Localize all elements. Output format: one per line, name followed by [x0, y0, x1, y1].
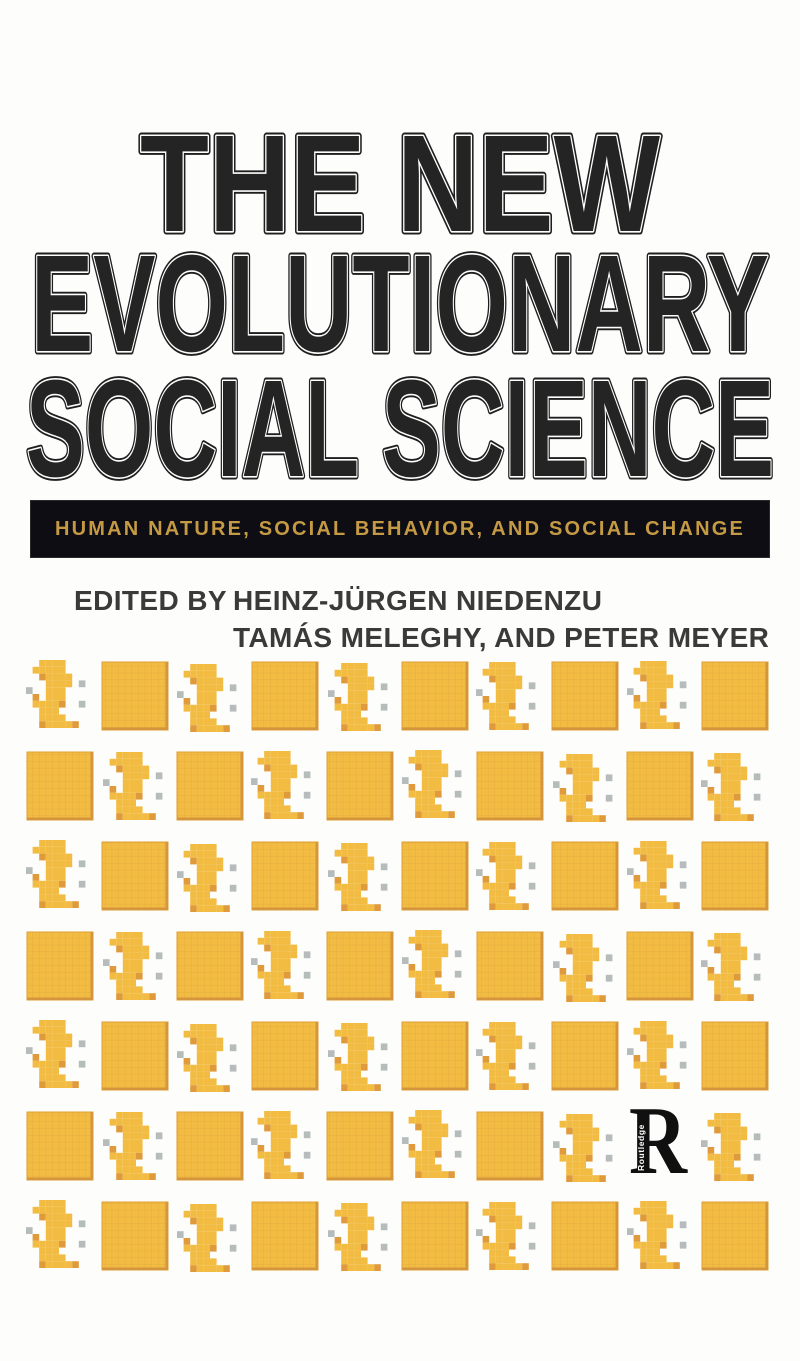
pattern-tile-square — [176, 1111, 244, 1181]
pattern-tile-figure — [177, 1024, 237, 1092]
pattern-tile-figure — [103, 932, 163, 1000]
publisher-logo: R Routledge — [629, 1087, 699, 1195]
pattern-tile-figure — [177, 664, 237, 732]
pattern-tile-figure — [553, 934, 613, 1002]
pattern-tile-square — [401, 841, 469, 911]
pattern-tile-square — [176, 931, 244, 1001]
title-line1: THE NEW — [140, 107, 661, 261]
pattern-tile-figure — [476, 842, 536, 910]
pattern-tile-square — [251, 1201, 319, 1271]
pattern-tile-square — [551, 841, 619, 911]
pattern-tile-square — [251, 661, 319, 731]
subtitle-text: HUMAN NATURE, SOCIAL BEHAVIOR, AND SOCIA… — [54, 517, 746, 540]
pattern-tile-figure — [177, 844, 237, 912]
pattern-tile-square — [626, 751, 694, 821]
pattern-tile-figure — [26, 840, 86, 908]
pattern-tile-figure — [402, 930, 462, 998]
editor-names-line2: TAMÁS MELEGHY, AND PETER MEYER — [233, 622, 770, 653]
pattern-tile-figure — [328, 1023, 388, 1091]
pattern-tile-square — [26, 931, 94, 1001]
pattern-tile-figure — [328, 843, 388, 911]
title-line2-outline: EVOLUTIONARY — [31, 227, 769, 381]
title-line3: SOCIAL SCIENCE — [26, 352, 774, 506]
pattern-tile-square — [701, 661, 769, 731]
title-line3-inline: SOCIAL SCIENCE — [26, 352, 774, 506]
pattern-tile-square — [326, 751, 394, 821]
pattern-tile-figure — [251, 751, 311, 819]
pattern-tile-figure — [701, 933, 761, 1001]
pattern-tile-figure — [627, 661, 687, 729]
pattern-tile-square — [626, 931, 694, 1001]
pattern-tile-square — [551, 1201, 619, 1271]
title-lettering: THE NEW THE NEW THE NEW EVOLUTIONARY EVO… — [23, 104, 778, 510]
pattern-tile-figure — [103, 1112, 163, 1180]
pattern-tile-figure — [476, 1202, 536, 1270]
pattern-tile-square — [701, 841, 769, 911]
pattern-tile-square — [326, 1111, 394, 1181]
pattern-tile-square — [701, 1021, 769, 1091]
pattern-tile-figure — [402, 1110, 462, 1178]
pattern-tile-figure — [476, 1022, 536, 1090]
pattern-tile-square — [701, 1201, 769, 1271]
pattern-tile-square — [476, 1111, 544, 1181]
pattern-tile-square — [401, 1201, 469, 1271]
pattern-tile-figure — [103, 752, 163, 820]
pattern-tile-figure — [26, 660, 86, 728]
pattern-tile-figure — [627, 1201, 687, 1269]
pattern-tile-figure — [251, 1111, 311, 1179]
pattern-tile-figure — [26, 1200, 86, 1268]
subtitle-banner: HUMAN NATURE, SOCIAL BEHAVIOR, AND SOCIA… — [30, 500, 770, 558]
title-line1-inline: THE NEW — [140, 107, 661, 261]
title-line1-outline: THE NEW — [140, 107, 661, 261]
pattern-tile-figure — [328, 1203, 388, 1271]
pattern-tile-square — [326, 931, 394, 1001]
pattern-tile-figure — [701, 753, 761, 821]
pattern-tile-square — [551, 661, 619, 731]
editors-block: EDITED BY HEINZ-JÜRGEN NIEDENZU TAMÁS ME… — [74, 582, 769, 656]
pattern-tile-square — [476, 751, 544, 821]
pattern-tile-figure — [251, 931, 311, 999]
publisher-name-vertical: Routledge — [636, 1124, 646, 1171]
pattern-tile-square — [101, 841, 169, 911]
pattern-tile-square — [101, 661, 169, 731]
pattern-tile-square — [476, 931, 544, 1001]
pattern-tile-figure — [476, 662, 536, 730]
pattern-tile-figure — [26, 1020, 86, 1088]
pattern-tile-figure — [328, 663, 388, 731]
edited-by-label: EDITED BY — [74, 585, 227, 616]
editor-names-line1: HEINZ-JÜRGEN NIEDENZU — [233, 585, 603, 616]
pattern-tile-figure — [627, 1021, 687, 1089]
pattern-tile-square — [251, 841, 319, 911]
pattern-tile-square — [101, 1021, 169, 1091]
title-line2-inline: EVOLUTIONARY — [31, 227, 769, 381]
pattern-tile-square — [251, 1021, 319, 1091]
editors-row1: EDITED BY HEINZ-JÜRGEN NIEDENZU — [74, 582, 769, 619]
pattern-tile-square — [176, 751, 244, 821]
pattern-tile-figure — [553, 754, 613, 822]
pattern-tile-square — [26, 751, 94, 821]
title-line2: EVOLUTIONARY — [31, 227, 769, 381]
pattern-tile-figure — [627, 841, 687, 909]
publisher-r-glyph: R — [629, 1087, 688, 1195]
pattern-tile-square — [101, 1201, 169, 1271]
pattern-tile-figure — [402, 750, 462, 818]
pattern-tile-figure — [553, 1114, 613, 1182]
pattern-tile-figure — [701, 1113, 761, 1181]
pattern-tile-square — [551, 1021, 619, 1091]
title-line3-outline: SOCIAL SCIENCE — [26, 352, 774, 506]
pattern-tile-figure — [177, 1204, 237, 1272]
pattern-tile-square — [26, 1111, 94, 1181]
pattern-tile-square — [401, 1021, 469, 1091]
pattern-tile-square — [401, 661, 469, 731]
